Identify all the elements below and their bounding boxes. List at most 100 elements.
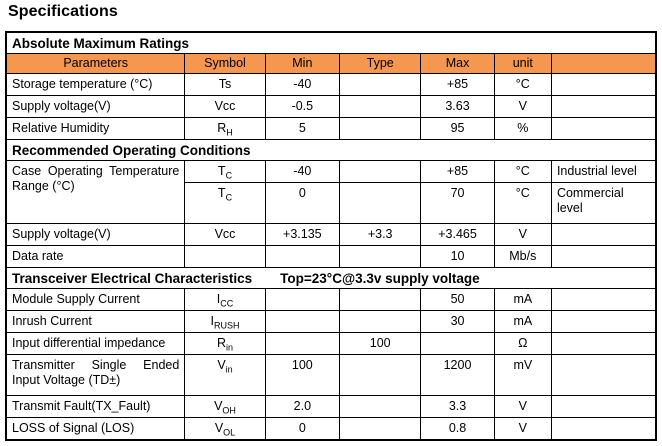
parameter-cell: Input differential impedance — [5, 332, 186, 355]
table-row: Case Operating Temperature Range (°C) TC -… — [5, 160, 657, 224]
note-cell — [550, 288, 657, 311]
max-cell: 1200 — [420, 354, 495, 396]
table-row: Relative Humidity RH 5 95% — [5, 117, 657, 140]
unit-cell: mV — [493, 354, 552, 396]
symbol-cell: TC — [184, 182, 266, 224]
note-cell: Industrial level — [550, 160, 657, 183]
type-cell — [338, 117, 422, 140]
table-row: Supply voltage(V) Vcc +3.135 +3.3 +3.465 V — [5, 223, 657, 246]
max-cell: 10 — [420, 245, 495, 268]
min-cell: -40 — [264, 160, 341, 183]
min-cell — [264, 288, 341, 311]
max-cell: +85 — [420, 73, 495, 96]
section-title: Transceiver Electrical Characteristics — [12, 271, 253, 286]
max-cell: 95 — [420, 117, 495, 140]
unit-cell: mA — [493, 288, 552, 311]
table-row: Inrush Current IRUSH 30 mA — [5, 310, 657, 333]
table-row: Storage temperature (°C) Ts -40 +85 °C — [5, 73, 657, 96]
column-header-type: Type — [338, 53, 422, 74]
note-cell — [550, 354, 657, 396]
min-cell — [264, 245, 341, 268]
max-cell: 3.63 — [420, 95, 495, 118]
column-header-parameters: Parameters — [5, 53, 186, 74]
symbol-cell: TC — [184, 160, 266, 183]
type-cell — [338, 395, 422, 418]
page-title: Specifications — [8, 3, 118, 20]
section-title: Absolute Maximum Ratings — [12, 36, 190, 51]
max-cell — [420, 332, 495, 355]
symbol-cell: RH — [184, 117, 266, 140]
parameter-cell: Case Operating Temperature Range (°C) — [5, 160, 186, 224]
min-cell — [264, 332, 341, 355]
unit-cell: °C — [493, 73, 552, 96]
type-cell — [338, 417, 422, 440]
note-cell — [550, 395, 657, 418]
symbol-cell: Ts — [184, 73, 266, 96]
symbol-cell: Vcc — [184, 95, 266, 118]
min-cell: 100 — [264, 354, 341, 396]
max-cell: 0.8 — [420, 417, 495, 440]
note-cell — [550, 117, 657, 140]
max-cell: 70 — [420, 182, 495, 224]
parameter-cell: Inrush Current — [5, 310, 186, 333]
parameter-cell: Transmitter Single Ended Input Voltage (… — [5, 354, 186, 396]
note-cell — [550, 332, 657, 355]
type-cell — [338, 73, 422, 96]
unit-cell: V — [493, 95, 552, 118]
parameter-cell: LOSS of Signal (LOS) — [5, 417, 186, 440]
column-header-symbol: Symbol — [184, 53, 266, 74]
parameter-cell: Transmit Fault(TX_Fault) — [5, 395, 186, 418]
symbol-cell: ICC — [184, 288, 266, 311]
note-cell — [550, 245, 657, 268]
table-row: Data rate 10 Mb/s — [5, 245, 657, 268]
column-header-unit: unit — [493, 53, 552, 74]
parameter-cell: Module Supply Current — [5, 288, 186, 311]
note-cell — [550, 310, 657, 333]
max-cell: 3.3 — [420, 395, 495, 418]
specifications-table: Absolute Maximum Ratings Parameters Symbol… — [5, 31, 657, 441]
section-title: Recommended Operating Conditions — [12, 143, 251, 158]
unit-cell: V — [493, 417, 552, 440]
min-cell — [264, 310, 341, 333]
section-title-cell: Transceiver Electrical Characteristics To… — [5, 267, 657, 289]
parameter-cell: Supply voltage(V) — [5, 223, 186, 246]
min-cell: 0 — [264, 417, 341, 440]
note-cell — [550, 417, 657, 440]
type-cell — [338, 182, 422, 224]
symbol-cell — [184, 245, 266, 268]
column-header-row: Parameters Symbol Min Type Max unit — [5, 53, 657, 74]
type-cell — [338, 160, 422, 183]
section-condition: Top=23°C@3.3v supply voltage — [280, 271, 480, 286]
parameter-cell: Relative Humidity — [5, 117, 186, 140]
symbol-cell: Rin — [184, 332, 266, 355]
table-row: Transmit Fault(TX_Fault) VOH 2.0 3.3 V — [5, 395, 657, 418]
symbol-cell: IRUSH — [184, 310, 266, 333]
type-cell — [338, 354, 422, 396]
note-cell — [550, 95, 657, 118]
section-title-cell: Recommended Operating Conditions — [5, 139, 657, 161]
table-row: Module Supply Current ICC 50 mA — [5, 288, 657, 311]
symbol-cell: Vin — [184, 354, 266, 396]
type-cell — [338, 95, 422, 118]
section-header-row: Recommended Operating Conditions — [5, 139, 657, 161]
unit-cell: V — [493, 395, 552, 418]
unit-cell: Mb/s — [493, 245, 552, 268]
column-header-min: Min — [264, 53, 341, 74]
note-cell — [550, 73, 657, 96]
type-cell — [338, 310, 422, 333]
max-cell: +85 — [420, 160, 495, 183]
table-row: Supply voltage(V) Vcc -0.5 3.63 V — [5, 95, 657, 118]
min-cell: 0 — [264, 182, 341, 224]
min-cell: 5 — [264, 117, 341, 140]
table-row: Transmitter Single Ended Input Voltage (… — [5, 354, 657, 396]
symbol-cell: VOL — [184, 417, 266, 440]
note-cell: Commercial level — [550, 182, 657, 224]
unit-cell: % — [493, 117, 552, 140]
section-header-row: Transceiver Electrical Characteristics To… — [5, 267, 657, 289]
min-cell: -0.5 — [264, 95, 341, 118]
symbol-cell: Vcc — [184, 223, 266, 246]
type-cell: 100 — [338, 332, 422, 355]
unit-cell: °C — [493, 160, 552, 183]
section-header-row: Absolute Maximum Ratings — [5, 31, 657, 54]
column-header-blank — [550, 53, 657, 74]
